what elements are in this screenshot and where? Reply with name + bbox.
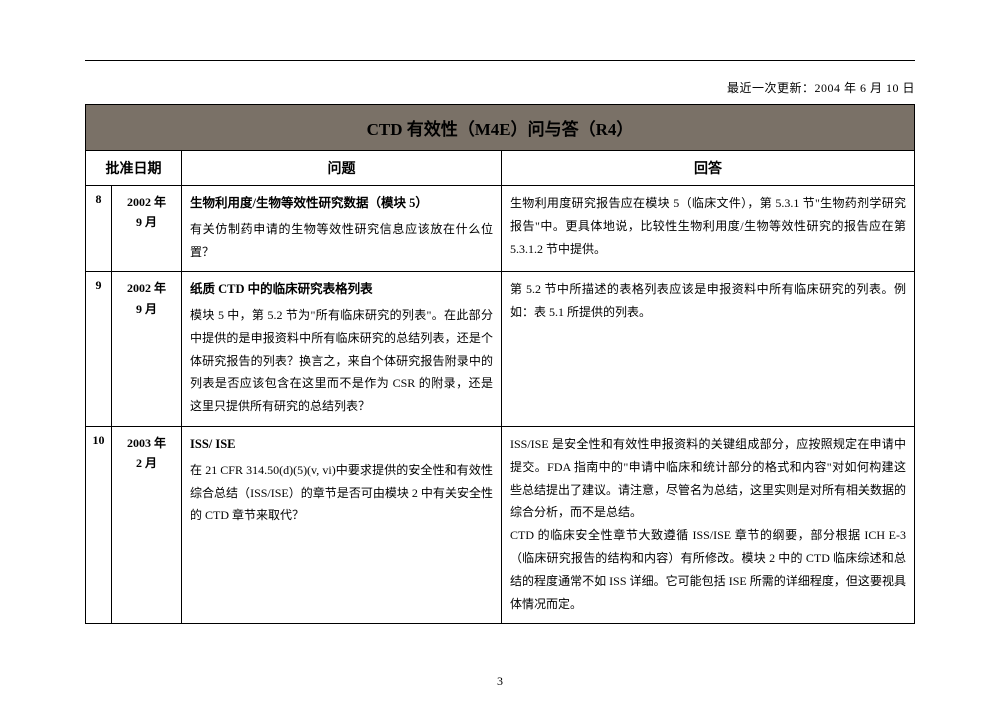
row-question: 生物利用度/生物等效性研究数据（模块 5） 有关仿制药申请的生物等效性研究信息应…: [182, 186, 502, 272]
question-body: 有关仿制药申请的生物等效性研究信息应该放在什么位置？: [190, 222, 493, 259]
top-horizontal-rule: [85, 60, 915, 61]
header-question: 问题: [182, 151, 502, 186]
row-question: ISS/ ISE 在 21 CFR 314.50(d)(5)(v, vi)中要求…: [182, 427, 502, 624]
row-date: 2003 年2 月: [112, 427, 182, 624]
last-update-line: 最近一次更新：2004 年 6 月 10 日: [85, 79, 915, 96]
row-date: 2002 年9 月: [112, 272, 182, 427]
row-number: 10: [86, 427, 112, 624]
header-date: 批准日期: [86, 151, 182, 186]
table-row: 8 2002 年9 月 生物利用度/生物等效性研究数据（模块 5） 有关仿制药申…: [86, 186, 915, 272]
header-row: 批准日期 问题 回答: [86, 151, 915, 186]
row-question: 纸质 CTD 中的临床研究表格列表 模块 5 中，第 5.2 节为"所有临床研究…: [182, 272, 502, 427]
title-row: CTD 有效性（M4E）问与答（R4）: [86, 105, 915, 151]
qa-table: CTD 有效性（M4E）问与答（R4） 批准日期 问题 回答 8 2002 年9…: [85, 104, 915, 624]
page-number: 3: [0, 674, 1000, 689]
header-answer: 回答: [502, 151, 915, 186]
question-title: 纸质 CTD 中的临床研究表格列表: [190, 278, 493, 302]
row-answer: 生物利用度研究报告应在模块 5（临床文件），第 5.3.1 节"生物药剂学研究报…: [502, 186, 915, 272]
question-title: 生物利用度/生物等效性研究数据（模块 5）: [190, 192, 493, 216]
row-number: 9: [86, 272, 112, 427]
row-answer: ISS/ISE 是安全性和有效性申报资料的关键组成部分，应按照规定在申请中提交。…: [502, 427, 915, 624]
table-row: 10 2003 年2 月 ISS/ ISE 在 21 CFR 314.50(d)…: [86, 427, 915, 624]
question-body: 模块 5 中，第 5.2 节为"所有临床研究的列表"。在此部分中提供的是申报资料…: [190, 308, 493, 413]
row-number: 8: [86, 186, 112, 272]
question-body: 在 21 CFR 314.50(d)(5)(v, vi)中要求提供的安全性和有效…: [190, 463, 493, 523]
question-title: ISS/ ISE: [190, 433, 493, 457]
table-title: CTD 有效性（M4E）问与答（R4）: [86, 105, 915, 151]
row-date: 2002 年9 月: [112, 186, 182, 272]
table-row: 9 2002 年9 月 纸质 CTD 中的临床研究表格列表 模块 5 中，第 5…: [86, 272, 915, 427]
row-answer: 第 5.2 节中所描述的表格列表应该是申报资料中所有临床研究的列表。例如：表 5…: [502, 272, 915, 427]
